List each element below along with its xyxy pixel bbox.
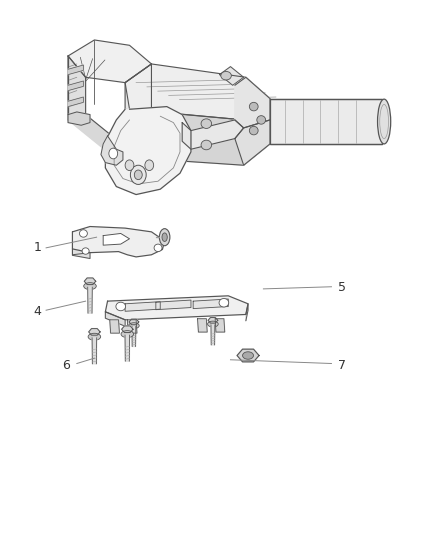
Polygon shape [110, 320, 119, 333]
Polygon shape [219, 67, 243, 85]
Ellipse shape [79, 230, 87, 237]
Ellipse shape [121, 330, 133, 337]
Ellipse shape [159, 229, 170, 246]
Polygon shape [103, 233, 129, 245]
Ellipse shape [201, 119, 211, 128]
Polygon shape [237, 349, 258, 362]
Polygon shape [269, 99, 381, 144]
Polygon shape [72, 249, 90, 259]
Ellipse shape [162, 233, 167, 241]
Ellipse shape [249, 126, 258, 135]
Polygon shape [88, 329, 100, 335]
Polygon shape [125, 64, 151, 147]
Polygon shape [105, 296, 247, 320]
Ellipse shape [84, 282, 96, 289]
Polygon shape [245, 304, 247, 321]
Polygon shape [121, 326, 133, 333]
Text: 5: 5 [338, 281, 346, 294]
Polygon shape [84, 278, 95, 285]
Ellipse shape [116, 302, 125, 311]
Text: 7: 7 [338, 359, 346, 372]
Polygon shape [132, 326, 135, 346]
Ellipse shape [207, 321, 218, 327]
Polygon shape [68, 97, 83, 107]
Polygon shape [129, 319, 138, 325]
Ellipse shape [134, 170, 142, 180]
Polygon shape [127, 320, 137, 333]
Ellipse shape [154, 244, 162, 252]
Ellipse shape [130, 165, 146, 184]
Polygon shape [88, 287, 92, 313]
Polygon shape [105, 107, 191, 195]
Polygon shape [234, 77, 269, 128]
Ellipse shape [82, 248, 89, 254]
Polygon shape [72, 227, 164, 257]
Polygon shape [68, 81, 83, 91]
Polygon shape [125, 109, 243, 165]
Polygon shape [208, 318, 217, 323]
Ellipse shape [377, 99, 390, 144]
Polygon shape [125, 302, 160, 311]
Text: 6: 6 [62, 359, 70, 372]
Polygon shape [92, 338, 96, 364]
Polygon shape [182, 120, 243, 149]
Polygon shape [101, 136, 123, 165]
Text: 1: 1 [33, 241, 41, 254]
Ellipse shape [220, 71, 231, 80]
Ellipse shape [109, 148, 117, 159]
Ellipse shape [256, 116, 265, 124]
Polygon shape [197, 319, 207, 332]
Polygon shape [155, 300, 191, 310]
Polygon shape [105, 312, 125, 326]
Ellipse shape [128, 322, 139, 328]
Polygon shape [125, 335, 129, 361]
Ellipse shape [242, 352, 253, 359]
Polygon shape [68, 40, 151, 83]
Polygon shape [211, 325, 214, 345]
Ellipse shape [249, 102, 258, 111]
Ellipse shape [88, 333, 100, 340]
Polygon shape [68, 112, 90, 125]
Polygon shape [68, 56, 85, 120]
Polygon shape [234, 120, 269, 165]
Ellipse shape [201, 140, 211, 150]
Polygon shape [68, 65, 83, 75]
Ellipse shape [145, 160, 153, 171]
Polygon shape [125, 64, 269, 120]
Text: 4: 4 [33, 305, 41, 318]
Polygon shape [68, 115, 125, 152]
Polygon shape [215, 319, 224, 332]
Ellipse shape [125, 160, 134, 171]
Polygon shape [193, 299, 228, 309]
Polygon shape [243, 99, 269, 165]
Ellipse shape [219, 298, 228, 307]
